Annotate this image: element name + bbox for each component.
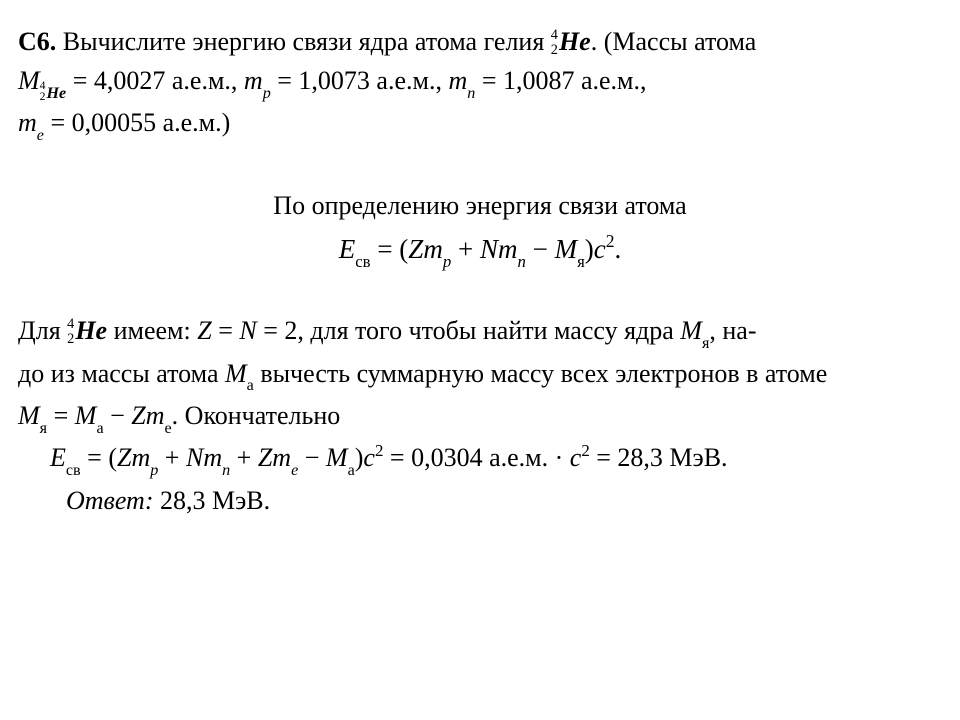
answer-label: Ответ: (66, 486, 153, 515)
sol1-nuc-frac: 42 (67, 317, 74, 347)
fin-val2: = 28,3 МэВ. (590, 443, 728, 472)
problem-statement: С6. Вычислите энергию связи ядра атома г… (18, 22, 942, 146)
sol1-Mya-sub: я (702, 335, 709, 352)
fin-N: N (186, 443, 203, 472)
fin-mn-sub: n (222, 462, 230, 479)
def-plus: + (451, 234, 480, 264)
answer-line: Ответ: 28,3 МэВ. (18, 481, 942, 520)
def-close: ) (585, 234, 594, 264)
definition-text: По определению энергия связи атома (18, 186, 942, 225)
page: С6. Вычислите энергию связи ядра атома г… (0, 0, 960, 520)
definition-block: По определению энергия связи атома Eсв =… (18, 186, 942, 271)
def-Mya: M (555, 234, 578, 264)
def-Z: Z (408, 234, 423, 264)
sol3-Z: Z (131, 401, 145, 430)
mass-atom-M: M (18, 66, 40, 95)
sol2-post: вычесть суммарную массу всех электронов … (254, 359, 828, 388)
fin-c1: c (363, 443, 375, 472)
solution-final-formula: Eсв = (Zmp + Nmn + Zme − Mа)c2 = 0,0304 … (18, 438, 942, 480)
fin-mn: m (203, 443, 222, 472)
sol3-Ma-sub: а (96, 420, 103, 437)
problem-text-2: . (Массы атома (591, 27, 757, 56)
sol1-Z: Z (197, 316, 211, 345)
fin-E-sub: св (66, 462, 81, 479)
sol1-nuc-sym: He (75, 316, 107, 345)
mass-atom-val: 4,0027 а.е.м., (94, 66, 244, 95)
sol1-tail: , на- (709, 316, 756, 345)
fin-Z2: Z (258, 443, 272, 472)
sol2-pre: до из массы атома (18, 359, 225, 388)
def-mn-sub: n (517, 252, 525, 271)
fin-open: = ( (81, 443, 117, 472)
def-N: N (480, 234, 498, 264)
me-sub: e (37, 127, 44, 144)
sol1-N: N (239, 316, 256, 345)
sol3-Ma: M (75, 401, 97, 430)
me-val: = 0,00055 а.е.м.) (44, 108, 230, 137)
fin-me-sub: e (291, 462, 298, 479)
sol2-Ma: M (225, 359, 247, 388)
me-sym: m (18, 108, 37, 137)
fin-plus2: + (230, 443, 258, 472)
answer-value: 28,3 МэВ. (153, 486, 270, 515)
def-mn: m (498, 234, 518, 264)
fin-sq2: 2 (581, 441, 589, 460)
fin-sq1: 2 (375, 441, 383, 460)
mn-val: = 1,0087 а.е.м., (475, 66, 646, 95)
fin-mp-sub: p (150, 462, 158, 479)
problem-label: С6. (18, 27, 56, 56)
def-Mya-sub: я (577, 252, 585, 271)
mass-atom-subfrac: 42 (40, 80, 46, 103)
mp-val: = 1,0073 а.е.м., (271, 66, 449, 95)
fin-me: m (272, 443, 291, 472)
fin-minus: − (298, 443, 326, 472)
nuclide-fraction: 42 (551, 28, 558, 58)
sol3-eq: = (47, 401, 75, 430)
sol3-me-sub: e (165, 420, 172, 437)
fin-plus1: + (158, 443, 186, 472)
sol1-eq1: = (212, 316, 240, 345)
solution-block: Для 42He имеем: Z = N = 2, для того чтоб… (18, 311, 942, 520)
sol3-Mya-sub: я (40, 420, 47, 437)
E-sym: E (339, 234, 356, 264)
sol3-tail: . Окончательно (172, 401, 341, 430)
def-sq: 2 (606, 231, 615, 251)
sol1-eq2: = (257, 316, 285, 345)
def-c: c (594, 234, 606, 264)
mp-sym: m (244, 66, 263, 95)
sol3-minus: − (104, 401, 132, 430)
eq1: = (66, 66, 94, 95)
fin-E: E (50, 443, 66, 472)
fin-val1: = 0,0304 а.е.м. · (383, 443, 569, 472)
fin-c2: c (570, 443, 582, 472)
fin-mp: m (131, 443, 150, 472)
def-minus: − (526, 234, 555, 264)
sol3-Mya: M (18, 401, 40, 430)
solution-line-3: Mя = Mа − Zme. Окончательно (18, 396, 942, 438)
mn-sym: m (448, 66, 467, 95)
mass-atom-sub-sym: He (47, 85, 67, 102)
sol2-Ma-sub: а (247, 377, 254, 394)
fin-Z1: Z (117, 443, 131, 472)
E-sub: св (355, 252, 370, 271)
solution-line-1: Для 42He имеем: Z = N = 2, для того чтоб… (18, 311, 942, 353)
sol1-post: , для того чтобы найти массу ядра (297, 316, 680, 345)
mp-sub: p (263, 85, 271, 102)
sol1-mid: имеем: (107, 316, 197, 345)
sol1-Mya: M (680, 316, 702, 345)
mn-sub: n (467, 85, 475, 102)
sol3-m: m (146, 401, 165, 430)
def-mp-sub: p (443, 252, 451, 271)
nuclide-symbol: He (559, 27, 591, 56)
problem-text-1: Вычислите энергию связи ядра атома гелия (63, 27, 551, 56)
def-mp: m (423, 234, 443, 264)
fin-Ma: M (326, 443, 348, 472)
sol1-two: 2 (284, 316, 297, 345)
def-eq: = ( (371, 234, 409, 264)
sol1-pre: Для (18, 316, 67, 345)
fin-Ma-sub: а (348, 462, 355, 479)
def-dot: . (615, 234, 622, 264)
definition-formula: Eсв = (Zmp + Nmn − Mя)c2. (18, 229, 942, 271)
solution-line-2: до из массы атома Mа вычесть суммарную м… (18, 354, 942, 396)
